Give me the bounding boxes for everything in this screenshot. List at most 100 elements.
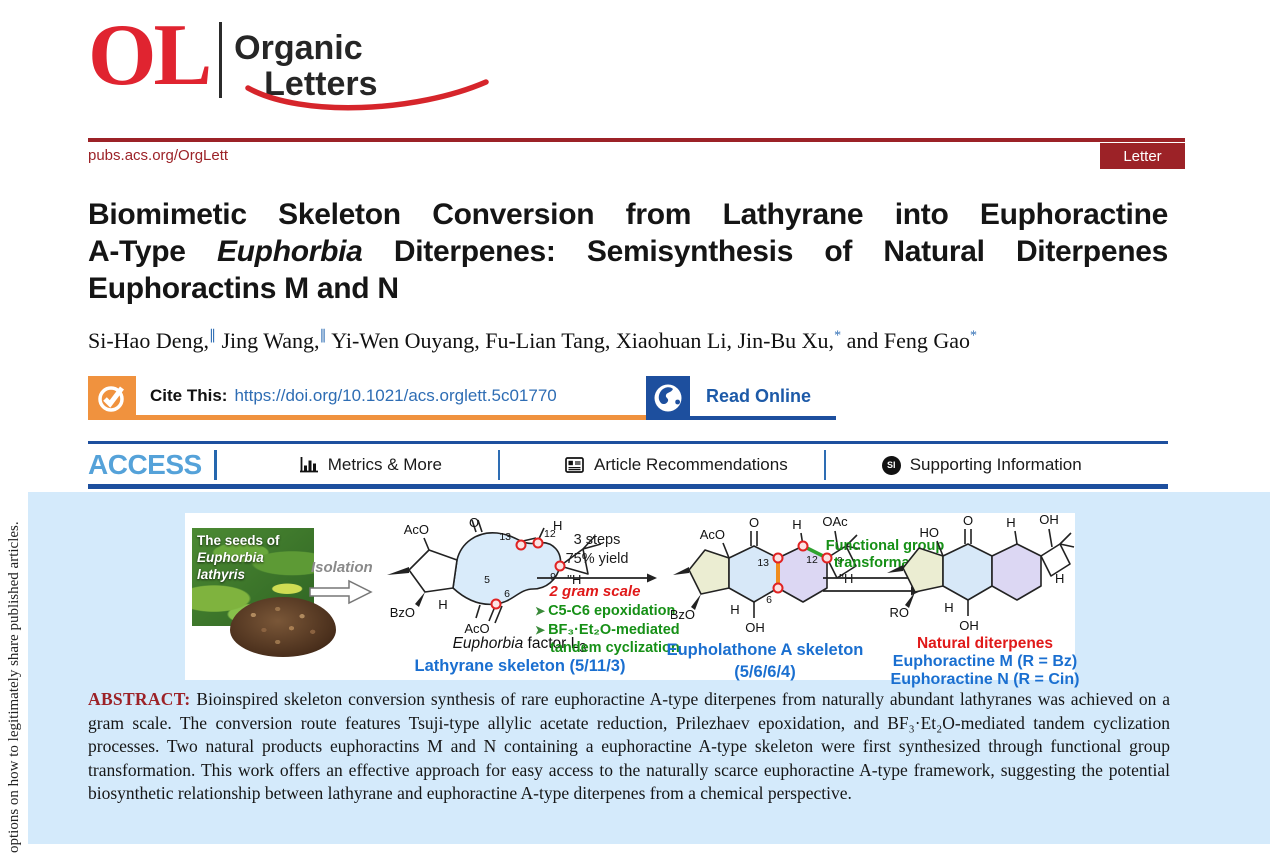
atom-label: ''H [567, 572, 581, 587]
logo-divider [219, 22, 223, 98]
supporting-info-label: Supporting Information [909, 455, 1082, 474]
title-line1: Biomimetic Skeleton Conversion from Lath… [88, 198, 1168, 231]
atom-label: 13 [499, 531, 511, 543]
access-item-divider [498, 450, 500, 480]
read-online-label: Read Online [706, 385, 812, 406]
author[interactable]: Fu-Lian Tang, [479, 328, 611, 354]
plant-photo-caption: The seeds of Euphorbia lathyris [197, 533, 280, 582]
atom-label: OH [959, 618, 979, 633]
read-online-button[interactable]: Read Online [690, 376, 836, 420]
recommendations-label: Article Recommendations [594, 455, 788, 474]
cite-this-label: Cite This: [150, 385, 228, 405]
access-label[interactable]: ACCESS [88, 449, 202, 480]
journal-logo-abbr: OL [88, 7, 212, 104]
atom-label: 6 [766, 594, 772, 606]
atom-label: 5 [484, 574, 490, 586]
author[interactable]: Yi-Wen Ouyang, [326, 328, 480, 354]
atom-label: 9 [550, 571, 556, 583]
gram-scale-note: 2 gram scale [549, 583, 641, 600]
natural-diterpenes-caption: Natural diterpenes [916, 635, 1054, 652]
rxn1-yield: 75% yield [565, 551, 629, 567]
atom-label: OH [745, 620, 765, 635]
author[interactable]: Jing Wang,∥ [215, 328, 327, 354]
euphoractine-structure: HO O H OH H RO H OH [885, 512, 1075, 640]
vertical-sharing-notice: options on how to legitimately share pub… [6, 521, 22, 853]
doi-link[interactable]: https://doi.org/10.1021/acs.orglett.5c01… [234, 385, 557, 405]
article-recommendations-link[interactable]: Article Recommendations [564, 455, 788, 475]
atom-label: H [1006, 515, 1015, 530]
author[interactable]: Si-Hao Deng,∥ [88, 328, 216, 354]
access-row: ACCESS Metrics & More Article Recommenda… [88, 447, 1168, 483]
metrics-label: Metrics & More [327, 455, 442, 474]
abstract-paragraph: ABSTRACT: Bioinspired skeleton conversio… [88, 688, 1170, 806]
journal-site-url[interactable]: pubs.acs.org/OrgLett [88, 147, 229, 164]
author[interactable]: Jin-Bu Xu,* [732, 328, 842, 354]
atom-label: H [730, 602, 739, 617]
supporting-information-link[interactable]: SI Supporting Information [881, 455, 1082, 475]
si-icon: SI [881, 455, 901, 475]
author-list: Si-Hao Deng,∥ Jing Wang,∥ Yi-Wen Ouyang,… [88, 328, 1188, 354]
atom-label: 9 [837, 555, 843, 567]
rxn1-conditions: ➤ C5-C6 epoxidation ➤ BF₃·Et₂O-mediated ta… [535, 603, 680, 656]
atom-label: AcO [464, 621, 489, 636]
journal-name-line2: Letters [264, 65, 378, 103]
compound-name: Euphorbia factor L3 [452, 635, 587, 656]
access-item-divider [823, 450, 826, 480]
globe-icon[interactable] [646, 376, 690, 420]
journal-logo: OL Organic Letters [88, 7, 489, 111]
atom-label: O [749, 515, 759, 530]
atom-label: H [1055, 571, 1064, 586]
lathyrane-skeleton-caption: Lathyrane skeleton (5/11/3) [414, 657, 626, 675]
author[interactable]: Xiaohuan Li, [610, 328, 732, 354]
atom-label: H [553, 518, 562, 533]
author[interactable]: and Feng Gao* [841, 328, 977, 354]
atom-label: 12 [806, 554, 818, 566]
article-title: Biomimetic Skeleton Conversion from Lath… [88, 196, 1168, 307]
atom-label: BzO [390, 605, 415, 620]
rxn1-steps: 3 steps [573, 532, 621, 548]
access-rule-top [88, 441, 1168, 444]
author-mark: ∥ [319, 329, 327, 344]
journal-name-line1: Organic [234, 29, 363, 67]
cite-this-box[interactable]: Cite This: https://doi.org/10.1021/acs.o… [136, 376, 656, 420]
euphoractine-m-caption: Euphoractine M (R = Bz) [892, 653, 1078, 670]
functional-group-label: Functional group [825, 538, 945, 554]
header-rule [88, 138, 1185, 142]
atom-label: BzO [671, 607, 695, 622]
abstract-text: Bioinspired skeleton conversion synthesi… [88, 689, 1170, 804]
article-type-badge: Letter [1100, 143, 1185, 169]
metrics-and-more-link[interactable]: Metrics & More [299, 455, 442, 475]
atom-label: H [944, 600, 953, 615]
atom-label: RO [890, 605, 910, 620]
logo-swoosh-icon [245, 79, 489, 111]
isolation-arrow-icon [309, 579, 373, 610]
atom-label: AcO [700, 527, 725, 542]
graphical-abstract: The seeds of Euphorbia lathyris Isolatio… [185, 512, 1079, 688]
lathyrane-structure: AcO O 13 12 H 9 ''H 5 6 BzO H AcO [383, 515, 645, 644]
author-mark: * [834, 329, 842, 344]
eupholathone-caption: Eupholathone A skeleton [666, 641, 864, 659]
access-divider [213, 450, 217, 480]
atom-label: O [963, 513, 973, 528]
isolation-label: Isolation [311, 559, 373, 576]
atom-label: OH [1039, 513, 1059, 527]
abstract-label: ABSTRACT: [88, 689, 191, 709]
eupholathone-structure: AcO O H OAc 13 12 9 6 BzO H OH ''H [670, 514, 861, 645]
access-rule-bottom [88, 484, 1168, 489]
atom-label: H [438, 597, 447, 612]
title-line3: Euphoractins M and N [88, 272, 399, 305]
seeds-photo [230, 597, 336, 657]
bar-chart-icon [299, 457, 318, 473]
atom-label: OAc [822, 515, 848, 529]
atom-label: O [469, 517, 479, 530]
author-mark: ∥ [208, 329, 216, 344]
eupholathone-ring-caption: (5/6/6/4) [734, 663, 796, 681]
cite-bar: Cite This: https://doi.org/10.1021/acs.o… [88, 376, 1188, 422]
atom-label: 13 [757, 557, 769, 569]
atom-label: 12 [544, 528, 556, 540]
atom-label: H [792, 517, 801, 532]
atom-label: 6 [504, 588, 510, 600]
reaction-arrow [537, 571, 659, 589]
euphoractine-n-caption: Euphoractine N (R = Cin) [890, 671, 1080, 688]
journal-name: Organic Letters [234, 29, 489, 111]
